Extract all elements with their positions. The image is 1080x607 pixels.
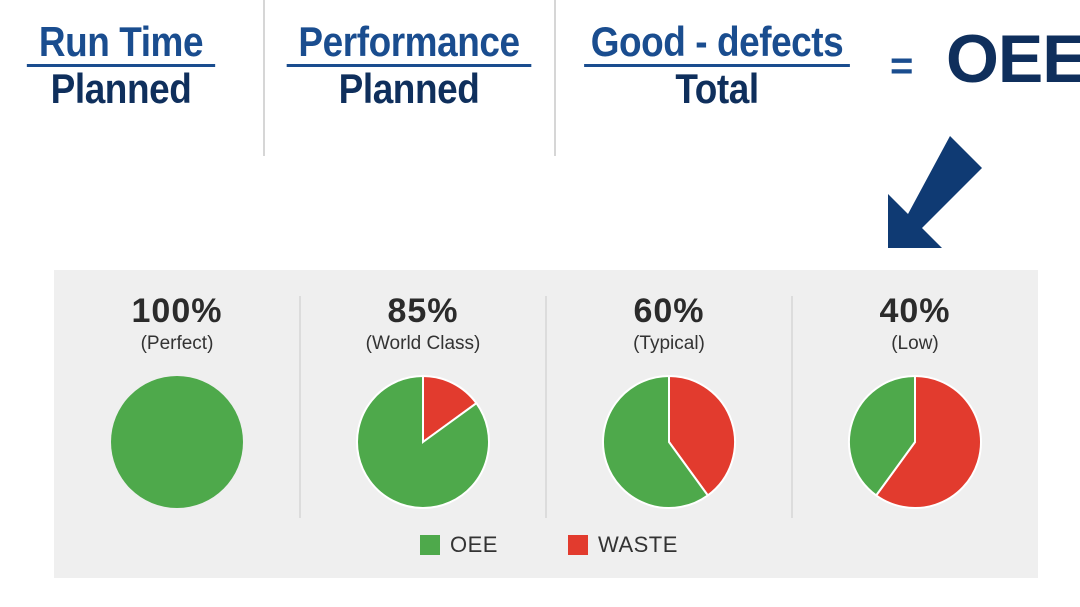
legend-item-waste: WASTE bbox=[568, 532, 678, 558]
oee-benchmarks-panel: OEE WASTE 100% (Perfect) 85% (World Class) 6… bbox=[54, 270, 1038, 578]
performance-fraction: Performance Planned bbox=[286, 21, 532, 112]
pie-slice-oee bbox=[602, 374, 710, 509]
column-separator bbox=[299, 296, 301, 518]
oee-formula: Run Time Planned Performance Planned Goo… bbox=[0, 0, 1080, 160]
pie-chart bbox=[848, 374, 982, 509]
column-separator bbox=[791, 296, 793, 518]
quality-denominator: Total bbox=[675, 65, 759, 112]
formula-divider bbox=[263, 0, 265, 156]
pie-chart bbox=[111, 376, 243, 508]
equals-sign: = bbox=[890, 44, 914, 88]
quality-fraction: Good - defects Total bbox=[584, 21, 850, 112]
pie-value-label: 60% bbox=[633, 292, 705, 330]
quality-numerator: Good - defects bbox=[584, 21, 850, 67]
pie-category-label: (World Class) bbox=[365, 333, 481, 354]
pie-slice-waste bbox=[668, 374, 736, 497]
pie-slice-oee bbox=[111, 376, 243, 508]
pie-category-label: (Low) bbox=[891, 333, 939, 354]
pie-slice-waste bbox=[422, 374, 478, 444]
performance-numerator: Performance bbox=[286, 21, 532, 67]
legend-swatch-oee bbox=[420, 535, 440, 555]
chart-legend: OEE WASTE bbox=[54, 532, 1038, 562]
pie-value-label: 85% bbox=[387, 292, 459, 330]
pie-slice-waste bbox=[874, 374, 982, 509]
pie-slice-oee bbox=[356, 374, 490, 509]
pie-chart bbox=[356, 374, 490, 509]
oee-result: OEE bbox=[946, 21, 1080, 97]
legend-label-waste: WASTE bbox=[598, 532, 678, 557]
legend-swatch-waste bbox=[568, 535, 588, 555]
pie-category-label: (Perfect) bbox=[140, 333, 214, 354]
pie-chart-column: 100% (Perfect) bbox=[54, 270, 300, 510]
formula-divider bbox=[554, 0, 556, 156]
pie-chart-column: 85% (World Class) bbox=[300, 270, 546, 510]
performance-denominator: Planned bbox=[338, 65, 480, 112]
legend-label-oee: OEE bbox=[450, 532, 498, 557]
pie-chart bbox=[602, 374, 736, 509]
run-time-denominator: Planned bbox=[50, 65, 192, 112]
pie-value-label: 100% bbox=[131, 292, 223, 330]
run-time-fraction: Run Time Planned bbox=[26, 21, 216, 112]
pie-chart-column: 60% (Typical) bbox=[546, 270, 792, 510]
pie-category-label: (Typical) bbox=[633, 333, 705, 354]
legend-item-oee: OEE bbox=[420, 532, 498, 558]
run-time-numerator: Run Time bbox=[26, 21, 216, 67]
column-separator bbox=[545, 296, 547, 518]
pie-chart-column: 40% (Low) bbox=[792, 270, 1038, 510]
pie-value-label: 40% bbox=[879, 292, 951, 330]
pie-slice-oee bbox=[848, 374, 916, 497]
arrow-down-left-icon bbox=[888, 136, 982, 248]
